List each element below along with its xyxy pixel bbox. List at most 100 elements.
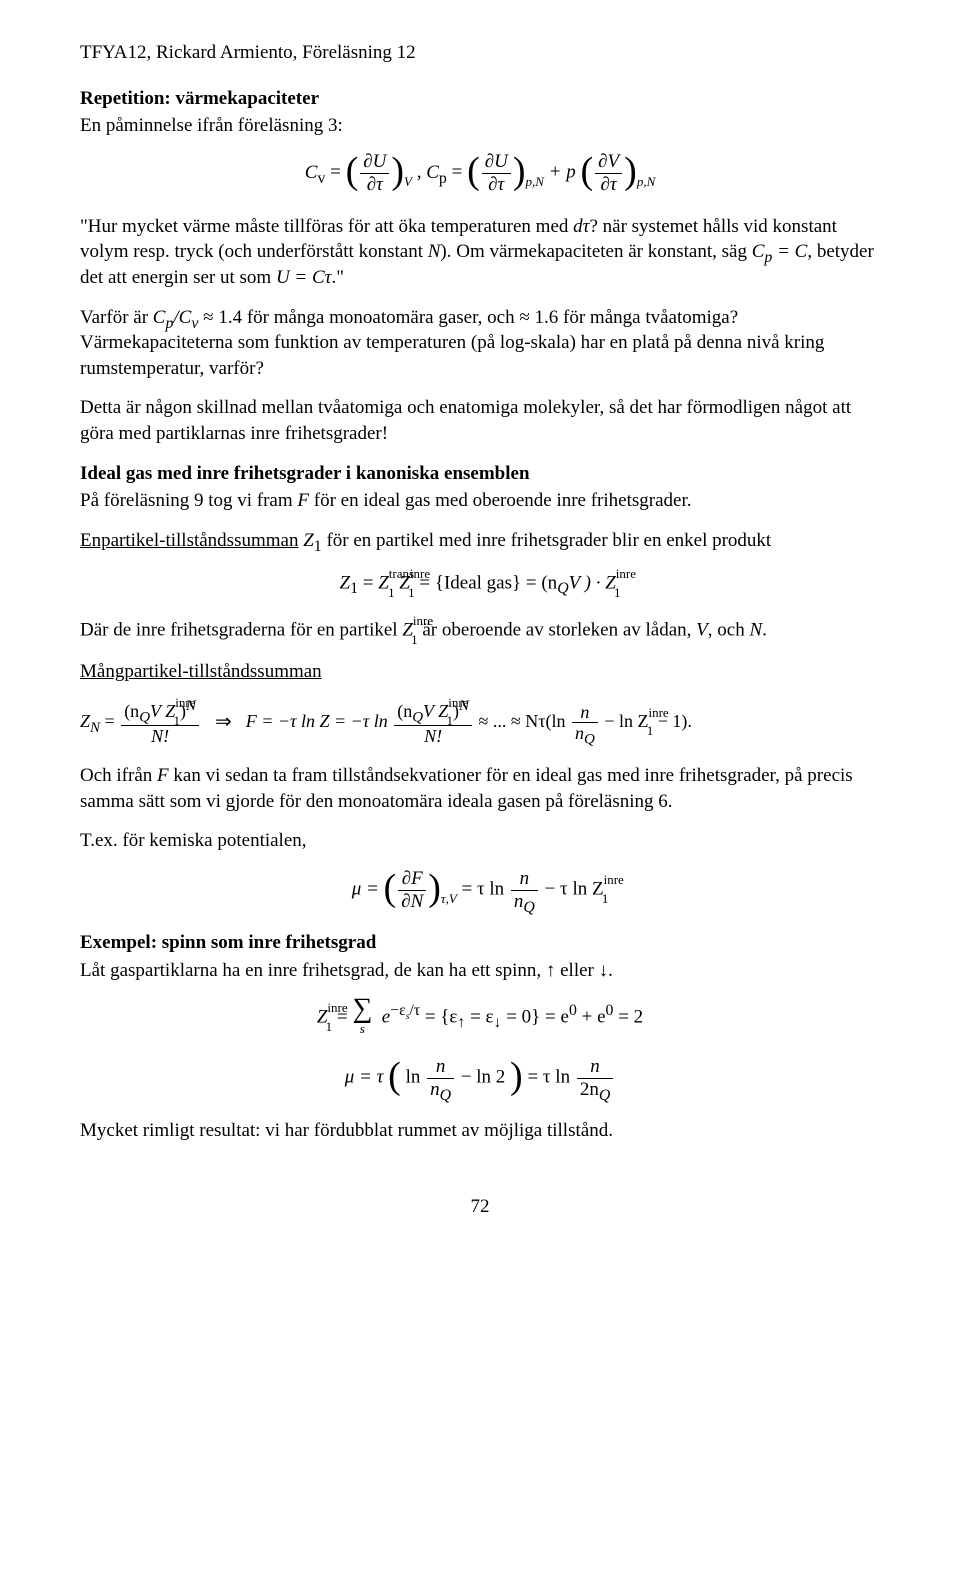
eq-cv-sym: C bbox=[305, 162, 318, 183]
post-eq2: Där de inre frihetsgraderna för en parti… bbox=[80, 615, 880, 645]
eq-du2: ∂U bbox=[485, 151, 508, 172]
n1a: (n bbox=[124, 701, 139, 721]
s0a: 0 bbox=[569, 1002, 577, 1019]
eq0: = 0} = e bbox=[501, 1006, 568, 1027]
tex-line: T.ex. för kemiska potentialen, bbox=[80, 828, 880, 854]
p1-dtau: dτ bbox=[573, 216, 589, 237]
pe2sup: inre bbox=[413, 613, 433, 628]
mueq2: = τ ln bbox=[462, 878, 509, 899]
br5: = {ε bbox=[425, 1006, 458, 1027]
p2a: Varför är bbox=[80, 307, 153, 328]
n2s1: 1 bbox=[446, 713, 453, 728]
equation-zn: ZN = (nQV Zinre1)N N! ⇒ F = −τ ln Z = −τ… bbox=[80, 699, 880, 747]
equation-z1: Z1 = Ztrans1 Zinre1 = {Ideal gas} = (nQV… bbox=[80, 568, 880, 598]
eq-cv-sub: v bbox=[317, 169, 325, 186]
zisub: 1 bbox=[408, 585, 415, 600]
eq-dtau2: ∂τ bbox=[488, 174, 504, 195]
eq-subpn1: p,N bbox=[526, 174, 544, 189]
pe2b: är oberoende av storleken av lådan, bbox=[418, 620, 697, 641]
ovt: /τ bbox=[409, 1002, 420, 1019]
n1s1: 1 bbox=[173, 713, 180, 728]
mus1: 1 bbox=[602, 891, 609, 906]
n2q: Q bbox=[412, 709, 423, 725]
n6: n bbox=[436, 1056, 446, 1077]
section3-intro: Låt gaspartiklarna ha en inre frihetsgra… bbox=[80, 958, 880, 984]
n2inre: inre bbox=[448, 695, 468, 710]
section1-intro: En påminnelse ifrån föreläsning 3: bbox=[80, 113, 880, 139]
z5s1: 1 bbox=[326, 1019, 333, 1034]
ztsub: 1 bbox=[388, 585, 395, 600]
eq-subpn2: p,N bbox=[637, 174, 655, 189]
muminus: − τ ln Z bbox=[545, 878, 604, 899]
pe2sub: 1 bbox=[411, 632, 418, 647]
plus: + e bbox=[577, 1006, 606, 1027]
ae3b: kan vi sedan ta fram tillståndsekvatione… bbox=[80, 765, 853, 812]
closing: Mycket rimligt resultat: vi har fördubbl… bbox=[80, 1118, 880, 1144]
s2iF: F bbox=[297, 490, 309, 511]
u1pb: för en partikel med inre frihetsgrader b… bbox=[322, 530, 772, 551]
n1inre: inre bbox=[175, 695, 195, 710]
p1e: ." bbox=[331, 267, 344, 288]
zisup: inre bbox=[410, 566, 430, 581]
zn: Z bbox=[80, 711, 90, 731]
section1-p3: Detta är någon skillnad mellan tvåatomig… bbox=[80, 395, 880, 446]
df: ∂F bbox=[402, 868, 423, 889]
ml2: − ln 2 bbox=[461, 1066, 506, 1087]
eq-dv: ∂V bbox=[598, 151, 619, 172]
eqe: = ε bbox=[465, 1006, 493, 1027]
section2-title: Ideal gas med inre frihetsgrader i kanon… bbox=[80, 461, 880, 487]
equation-mu: μ = (∂F∂N)τ,V = τ ln nnQ − τ ln Zinre1 bbox=[80, 868, 880, 913]
mun: n bbox=[520, 868, 530, 889]
p1a: "Hur mycket värme måste tillföras för at… bbox=[80, 216, 573, 237]
n1vz: V Z bbox=[150, 701, 175, 721]
pe2d: . bbox=[762, 620, 767, 641]
p2-cp: C bbox=[153, 307, 166, 328]
p2-slash: /C bbox=[173, 307, 191, 328]
nqden: Q bbox=[584, 732, 595, 748]
mangpartikel-line: Mångpartikel-tillståndssumman bbox=[80, 659, 880, 685]
mu: μ = bbox=[352, 878, 384, 899]
mu6: μ = τ bbox=[345, 1066, 388, 1087]
page-header: TFYA12, Rickard Armiento, Föreläsning 12 bbox=[80, 40, 880, 66]
nn: n bbox=[580, 702, 589, 722]
eq-plusp: + p bbox=[549, 162, 581, 183]
ae3f: F bbox=[157, 765, 169, 786]
pe2a: Där de inre frihetsgraderna för en parti… bbox=[80, 620, 402, 641]
subtv: τ,V bbox=[441, 891, 457, 906]
u1z: Z bbox=[303, 530, 314, 551]
p1c: ). Om värmekapaciteten är konstant, säg bbox=[440, 241, 751, 262]
muinre: inre bbox=[604, 872, 624, 887]
d2: N! bbox=[424, 726, 442, 746]
t1: 1 bbox=[647, 723, 654, 738]
eq-eq2: = bbox=[452, 162, 467, 183]
eq2f: = 2 bbox=[613, 1006, 643, 1027]
ae3a: Och ifrån bbox=[80, 765, 157, 786]
arrow: ⇒ bbox=[215, 709, 232, 736]
p1-cp: C bbox=[752, 241, 765, 262]
eq-cp-sub: p bbox=[439, 169, 447, 186]
p1-u: U = Cτ bbox=[276, 267, 332, 288]
page: TFYA12, Rickard Armiento, Föreläsning 12… bbox=[0, 0, 960, 1280]
eq-subv: V bbox=[404, 174, 412, 189]
section1-p2: Varför är Cp/Cv ≈ 1.4 för många monoatom… bbox=[80, 305, 880, 382]
sumsym: ∑ bbox=[352, 998, 372, 1020]
sums: s bbox=[360, 1021, 365, 1036]
under1: Enpartikel-tillståndssumman bbox=[80, 530, 298, 551]
section1-p1: "Hur mycket värme måste tillföras för at… bbox=[80, 214, 880, 291]
pe2n: N bbox=[749, 620, 762, 641]
z1eq: = bbox=[363, 572, 378, 593]
z1s: 1 bbox=[350, 580, 358, 597]
expe: e bbox=[382, 1006, 390, 1027]
eq-du1: ∂U bbox=[363, 151, 386, 172]
znsub: N bbox=[90, 719, 100, 735]
dn: ∂N bbox=[401, 891, 423, 912]
n2vz: V Z bbox=[423, 701, 448, 721]
d1: N! bbox=[151, 726, 169, 746]
equation-z-inre: Zinre1 = ∑ s e−εs/τ = {ε↑ = ε↓ = 0} = e0… bbox=[80, 998, 880, 1038]
feq: F = −τ ln Z = −τ ln bbox=[246, 711, 392, 731]
ln6: ln bbox=[406, 1066, 426, 1087]
muqs: Q bbox=[523, 898, 534, 915]
u1s: 1 bbox=[314, 538, 322, 555]
zneq: = bbox=[105, 711, 120, 731]
zi2sub: 1 bbox=[614, 585, 621, 600]
